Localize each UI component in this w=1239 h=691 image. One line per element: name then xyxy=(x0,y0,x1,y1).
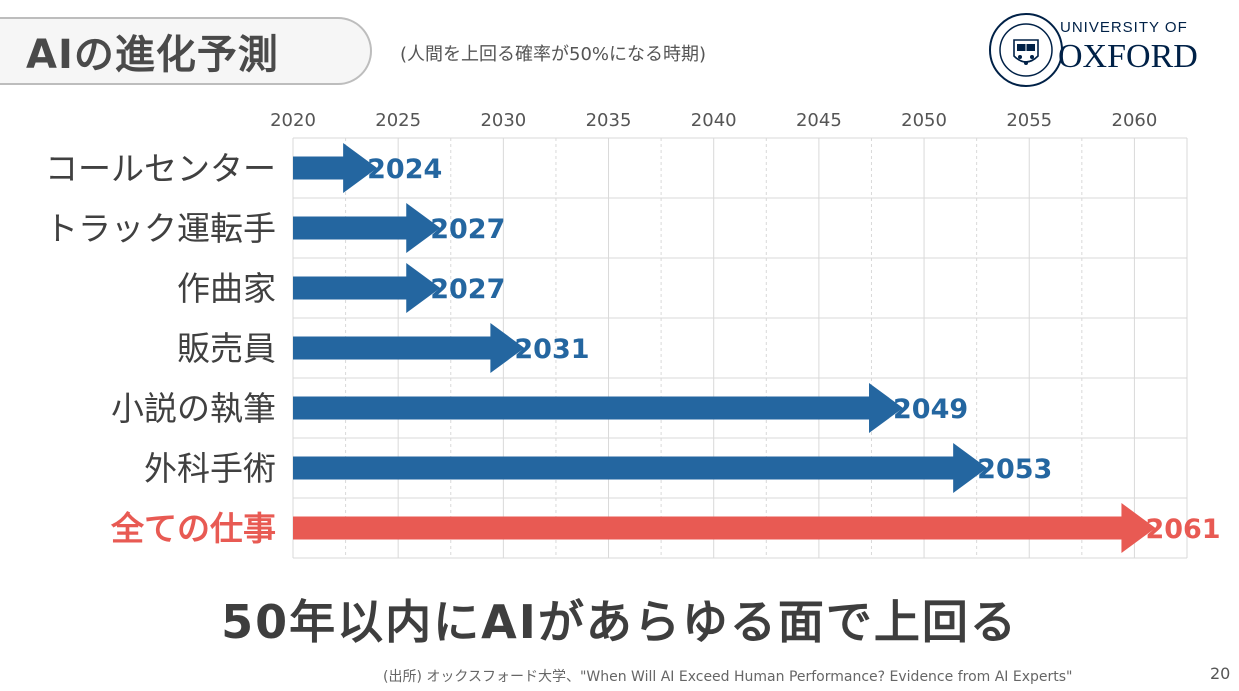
source-citation: (出所) オックスフォード大学、"When Will AI Exceed Hum… xyxy=(383,669,1073,685)
headline: 50年以内にAIがあらゆる面で上回る xyxy=(221,595,1018,649)
x-tick-label: 2040 xyxy=(691,110,737,131)
x-tick-label: 2055 xyxy=(1006,110,1052,131)
x-tick-label: 2045 xyxy=(796,110,842,131)
x-tick-label: 2060 xyxy=(1112,110,1158,131)
arrow-bar xyxy=(293,503,1156,553)
value-label: 2053 xyxy=(977,454,1052,485)
value-label: 2027 xyxy=(430,274,505,305)
arrow-bar xyxy=(293,323,525,373)
arrow-bar xyxy=(293,443,988,493)
logo-oxford: OXFORD xyxy=(1058,38,1198,75)
category-label: 外科手術 xyxy=(144,449,276,488)
title-banner xyxy=(0,17,372,85)
arrow-bar xyxy=(293,143,378,193)
logo-university-of: UNIVERSITY OF xyxy=(1060,19,1188,36)
chart-x-axis: 2020 2025 2030 2035 2040 2045 2050 2055 2060 xyxy=(270,110,1157,131)
value-label: 2031 xyxy=(514,334,589,365)
category-label: 全ての仕事 xyxy=(110,509,276,548)
x-tick-label: 2025 xyxy=(375,110,421,131)
value-label: 2027 xyxy=(430,214,505,245)
slide-title: AIの進化予測 xyxy=(26,32,279,78)
x-tick-label: 2030 xyxy=(480,110,526,131)
x-tick-label: 2035 xyxy=(586,110,632,131)
forecast-chart: 2020 2025 2030 2035 2040 2045 2050 2055 2060 コール… xyxy=(45,110,1221,559)
x-tick-label: 2020 xyxy=(270,110,316,131)
category-label: コールセンター xyxy=(45,149,276,188)
category-label: 作曲家 xyxy=(177,269,276,308)
value-label: 2061 xyxy=(1145,514,1220,545)
value-label: 2049 xyxy=(893,394,968,425)
x-tick-label: 2050 xyxy=(901,110,947,131)
oxford-seal-icon xyxy=(989,13,1063,87)
page-number: 20 xyxy=(1210,664,1231,683)
chart-grid xyxy=(292,137,1188,559)
arrow-bar xyxy=(293,263,441,313)
category-label: 販売員 xyxy=(177,329,276,368)
category-label: 小説の執筆 xyxy=(111,389,276,428)
value-label: 2024 xyxy=(367,154,442,185)
slide-subtitle: (人間を上回る確率が50%になる時期) xyxy=(400,44,707,65)
chart-bars: コールセンター 2024 トラック運転手 2027 作曲家 2027 販売員 2031 小説の執… xyxy=(45,143,1221,553)
arrow-bar xyxy=(293,203,441,253)
category-label: トラック運転手 xyxy=(45,209,276,248)
arrow-bar xyxy=(293,383,904,433)
